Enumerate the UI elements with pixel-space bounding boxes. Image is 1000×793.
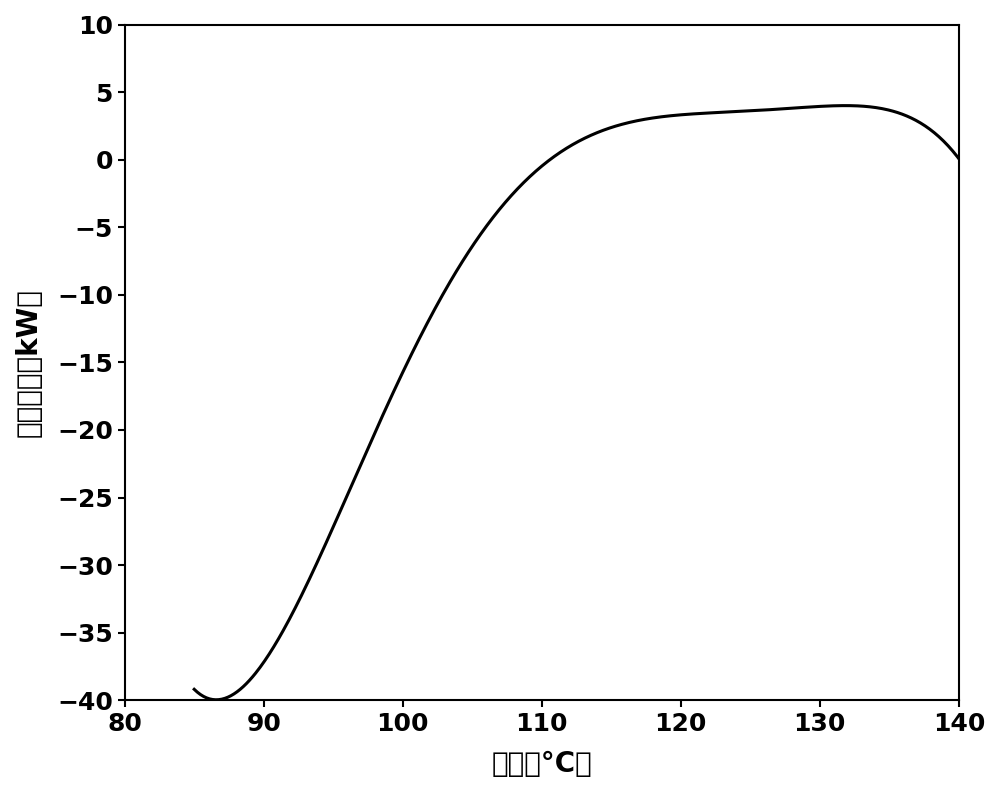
Y-axis label: 可用热量（kW）: 可用热量（kW） bbox=[15, 288, 43, 437]
X-axis label: 温度（°C）: 温度（°C） bbox=[491, 750, 592, 778]
